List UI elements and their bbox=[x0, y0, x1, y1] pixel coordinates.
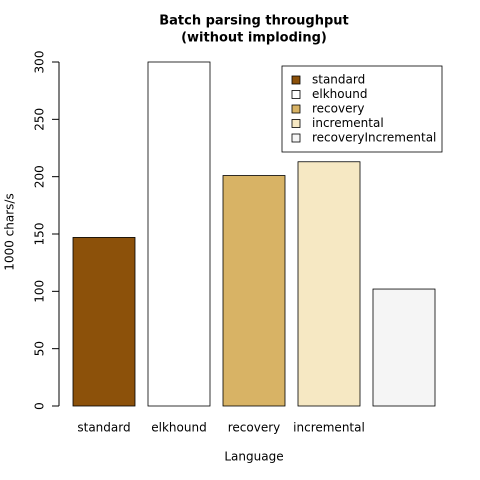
legend-swatch bbox=[291, 90, 301, 99]
legend-label: incremental bbox=[312, 116, 384, 130]
legend-label: elkhound bbox=[312, 87, 367, 101]
x-tick-label: incremental bbox=[293, 421, 365, 435]
y-tick-label: 150 bbox=[33, 223, 47, 246]
chart-title: (without imploding) bbox=[181, 31, 327, 46]
legend-swatch bbox=[291, 104, 301, 114]
y-tick-label: 300 bbox=[33, 51, 47, 74]
legend-label: standard bbox=[312, 73, 365, 87]
y-tick-label: 50 bbox=[33, 341, 47, 356]
x-tick-label: standard bbox=[77, 421, 130, 435]
y-tick-label: 100 bbox=[33, 280, 47, 303]
y-tick-label: 0 bbox=[33, 402, 47, 410]
bar bbox=[222, 175, 286, 407]
bar bbox=[297, 161, 361, 407]
x-tick-label: elkhound bbox=[151, 421, 206, 435]
legend-box bbox=[281, 65, 443, 153]
legend-swatch bbox=[291, 75, 301, 85]
bar bbox=[147, 61, 211, 407]
legend-swatch bbox=[291, 133, 301, 143]
y-tick-label: 250 bbox=[33, 108, 47, 131]
y-tick-label: 200 bbox=[33, 165, 47, 188]
bar bbox=[72, 237, 136, 407]
legend-swatch bbox=[291, 119, 301, 128]
legend-label: recovery bbox=[312, 102, 365, 116]
x-axis-label: Language bbox=[224, 450, 283, 464]
legend-label: recoveryIncremental bbox=[312, 131, 436, 145]
bar bbox=[372, 288, 436, 407]
y-axis-label: 1000 chars/s bbox=[3, 193, 17, 270]
chart-title: Batch parsing throughput bbox=[159, 14, 349, 29]
x-tick-label: recovery bbox=[228, 421, 281, 435]
